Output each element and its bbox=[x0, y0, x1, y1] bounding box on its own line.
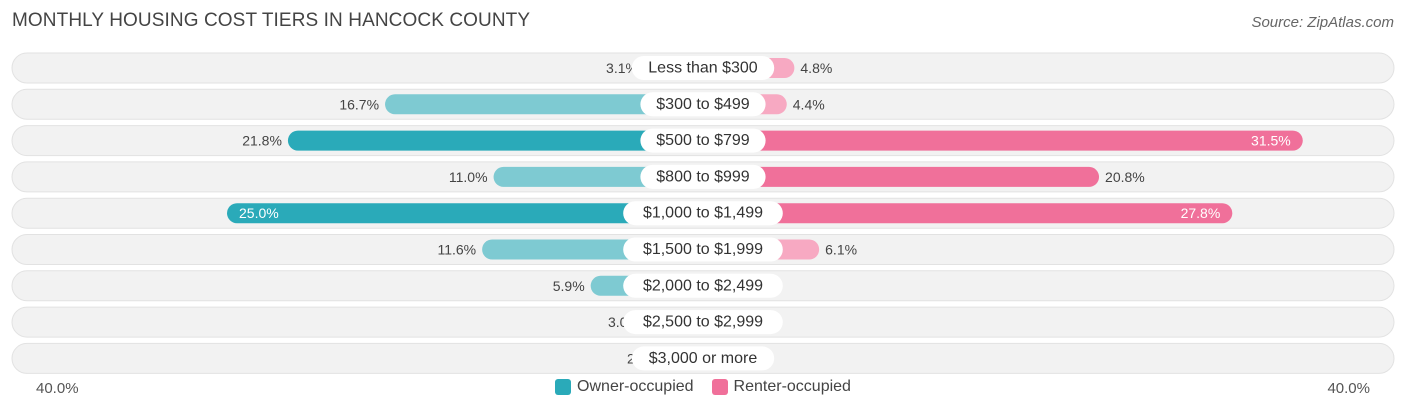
category-label-pill bbox=[623, 310, 783, 335]
renter-value-label: 31.5% bbox=[1251, 133, 1291, 149]
owner-bar bbox=[385, 94, 703, 115]
owner-value-label: 25.0% bbox=[239, 205, 279, 221]
owner-value-label: 3.1% bbox=[606, 60, 638, 76]
category-label-pill bbox=[623, 201, 783, 226]
category-label: $1,500 to $1,999 bbox=[643, 241, 763, 258]
category-label: $1,000 to $1,499 bbox=[643, 205, 763, 222]
axis-left-label: 40.0% bbox=[36, 380, 79, 397]
renter-bar bbox=[703, 166, 1100, 187]
legend-renter: Renter-occupied bbox=[711, 378, 851, 396]
renter-bar bbox=[703, 130, 1303, 151]
renter-value-label: 4.4% bbox=[793, 96, 825, 112]
owner-bar bbox=[227, 203, 703, 224]
category-label-pill bbox=[640, 128, 766, 153]
renter-swatch-icon bbox=[711, 379, 728, 395]
renter-value-label: 20.8% bbox=[1105, 169, 1145, 185]
owner-value-label: 5.9% bbox=[553, 278, 585, 294]
renter-value-label: 4.8% bbox=[800, 60, 832, 76]
category-label-pill bbox=[640, 92, 766, 117]
category-label-pill bbox=[631, 346, 775, 371]
axis-right-label: 40.0% bbox=[1327, 380, 1370, 397]
category-label: $2,500 to $2,999 bbox=[643, 314, 763, 331]
category-label-pill bbox=[623, 237, 783, 262]
owner-value-label: 16.7% bbox=[339, 96, 379, 112]
chart-title: MONTHLY HOUSING COST TIERS IN HANCOCK CO… bbox=[12, 10, 531, 31]
owner-swatch-icon bbox=[555, 379, 572, 395]
owner-value-label: 21.8% bbox=[242, 133, 282, 149]
category-label: Less than $300 bbox=[648, 60, 758, 77]
category-label: $3,000 or more bbox=[649, 350, 758, 367]
category-label: $300 to $499 bbox=[656, 96, 750, 113]
owner-bar bbox=[287, 130, 703, 151]
category-label: $2,000 to $2,499 bbox=[643, 277, 763, 294]
legend-owner-label: Owner-occupied bbox=[577, 378, 694, 395]
legend-renter-label: Renter-occupied bbox=[733, 378, 851, 395]
renter-value-label: 6.1% bbox=[825, 242, 857, 258]
category-label-pill bbox=[623, 273, 783, 298]
owner-value-label: 11.6% bbox=[437, 242, 476, 258]
category-label: $800 to $999 bbox=[656, 168, 750, 185]
category-label-pill bbox=[631, 56, 775, 80]
legend: Owner-occupied Renter-occupied bbox=[0, 378, 1406, 396]
legend-owner: Owner-occupied bbox=[555, 378, 694, 396]
category-label-pill bbox=[640, 164, 766, 189]
category-label: $500 to $799 bbox=[656, 132, 750, 149]
owner-value-label: 11.0% bbox=[449, 169, 488, 185]
source-note: Source: ZipAtlas.com bbox=[1251, 14, 1394, 31]
renter-bar bbox=[703, 203, 1233, 224]
renter-value-label: 27.8% bbox=[1181, 205, 1221, 221]
